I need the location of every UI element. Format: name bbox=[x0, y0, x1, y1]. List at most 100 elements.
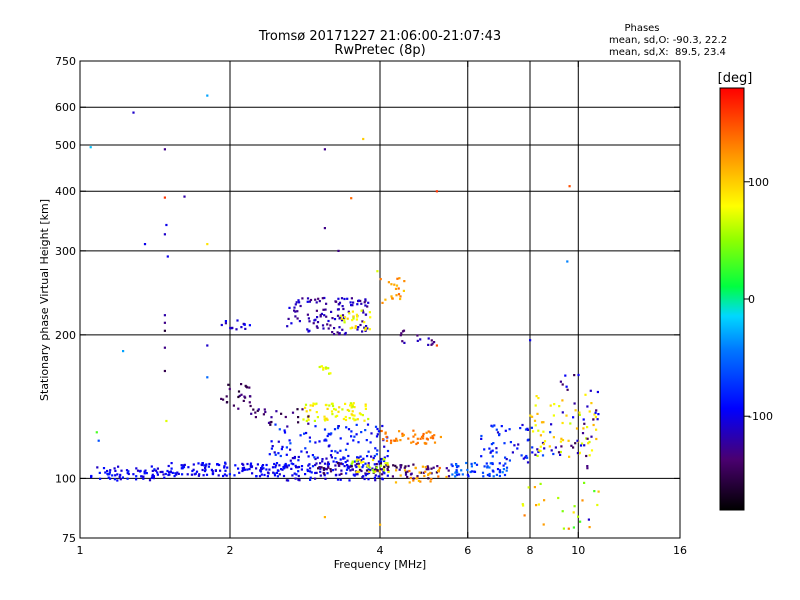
y-tick-label: 400 bbox=[55, 185, 76, 198]
scatter-point bbox=[190, 473, 193, 476]
scatter-point bbox=[490, 450, 493, 453]
scatter-point bbox=[578, 451, 581, 454]
scatter-point bbox=[282, 466, 285, 469]
scatter-point bbox=[336, 314, 340, 317]
scatter-point bbox=[364, 313, 367, 316]
scatter-point bbox=[488, 472, 491, 476]
scatter-point bbox=[290, 462, 293, 465]
scatter-point bbox=[488, 466, 491, 469]
scatter-point bbox=[364, 326, 367, 330]
scatter-point bbox=[151, 469, 154, 472]
scatter-point bbox=[539, 445, 542, 448]
scatter-point bbox=[326, 472, 329, 475]
scatter-point bbox=[586, 467, 589, 470]
scatter-point bbox=[336, 331, 339, 334]
scatter-point bbox=[267, 472, 270, 475]
scatter-point bbox=[383, 472, 386, 475]
scatter-point bbox=[337, 297, 340, 300]
scatter-point bbox=[549, 431, 552, 434]
scatter-point bbox=[504, 462, 507, 465]
x-tick-label: 8 bbox=[527, 544, 534, 557]
scatter-point bbox=[343, 457, 346, 460]
scatter-point bbox=[565, 414, 568, 417]
scatter-point bbox=[426, 465, 429, 468]
scatter-point bbox=[349, 327, 352, 330]
scatter-point bbox=[492, 470, 495, 473]
scatter-point bbox=[588, 440, 591, 444]
scatter-point bbox=[573, 402, 576, 405]
scatter-point bbox=[394, 481, 398, 484]
scatter-point bbox=[309, 478, 312, 481]
scatter-point bbox=[240, 326, 243, 329]
scatter-point bbox=[520, 454, 523, 457]
scatter-point bbox=[456, 465, 459, 468]
scatter-point bbox=[590, 435, 593, 438]
scatter-point bbox=[371, 467, 374, 470]
scatter-point bbox=[379, 523, 382, 526]
scatter-point bbox=[367, 417, 370, 421]
scatter-point bbox=[395, 284, 399, 287]
scatter-point bbox=[486, 465, 489, 468]
scatter-point bbox=[288, 306, 291, 309]
scatter-point bbox=[416, 441, 419, 444]
scatter-point bbox=[496, 431, 500, 434]
scatter-point bbox=[319, 462, 322, 465]
scatter-point bbox=[240, 393, 243, 396]
scatter-point bbox=[483, 465, 486, 468]
scatter-point bbox=[534, 404, 537, 407]
scatter-point bbox=[316, 456, 319, 459]
scatter-point bbox=[587, 442, 590, 445]
scatter-points bbox=[89, 94, 600, 530]
scatter-point bbox=[560, 437, 563, 440]
scatter-point bbox=[559, 380, 562, 383]
scatter-point bbox=[321, 324, 325, 327]
scatter-point bbox=[370, 432, 373, 435]
scatter-point bbox=[498, 471, 502, 474]
chart-title-line2: RwPretec (8p) bbox=[334, 43, 425, 58]
scatter-point bbox=[344, 415, 347, 419]
scatter-point bbox=[531, 446, 534, 449]
scatter-point bbox=[403, 466, 406, 469]
scatter-point bbox=[336, 451, 339, 454]
scatter-point bbox=[321, 460, 324, 463]
scatter-point bbox=[364, 462, 367, 465]
scatter-point bbox=[367, 468, 370, 471]
scatter-point bbox=[334, 457, 337, 460]
scatter-point bbox=[590, 449, 594, 452]
scatter-point bbox=[358, 468, 362, 472]
scatter-point bbox=[466, 468, 469, 472]
scatter-point bbox=[307, 418, 310, 421]
scatter-point bbox=[238, 394, 241, 397]
y-tick-label: 75 bbox=[62, 532, 76, 545]
scatter-point bbox=[255, 467, 258, 470]
scatter-point bbox=[380, 429, 383, 433]
scatter-point bbox=[480, 455, 483, 458]
scatter-point bbox=[204, 467, 207, 470]
scatter-point bbox=[363, 321, 366, 324]
scatter-point bbox=[201, 462, 204, 465]
scatter-point bbox=[248, 401, 251, 404]
scatter-point bbox=[376, 469, 379, 472]
scatter-point bbox=[330, 402, 333, 405]
scatter-point bbox=[561, 411, 564, 414]
scatter-point bbox=[314, 403, 317, 406]
scatter-point bbox=[379, 278, 382, 281]
scatter-point bbox=[435, 344, 438, 347]
scatter-point bbox=[581, 499, 584, 502]
scatter-point bbox=[505, 466, 509, 469]
scatter-point bbox=[387, 470, 390, 473]
scatter-point bbox=[491, 455, 494, 458]
scatter-point bbox=[401, 330, 405, 333]
scatter-point bbox=[480, 434, 483, 438]
scatter-point bbox=[363, 326, 366, 329]
scatter-point bbox=[596, 503, 599, 507]
scatter-point bbox=[400, 332, 403, 335]
scatter-point bbox=[415, 442, 418, 446]
scatter-point bbox=[387, 281, 390, 284]
scatter-point bbox=[433, 441, 437, 444]
scatter-point bbox=[371, 468, 374, 472]
scatter-point bbox=[156, 467, 159, 470]
scatter-point bbox=[262, 467, 265, 470]
scatter-point bbox=[181, 466, 184, 469]
scatter-point bbox=[166, 255, 169, 258]
